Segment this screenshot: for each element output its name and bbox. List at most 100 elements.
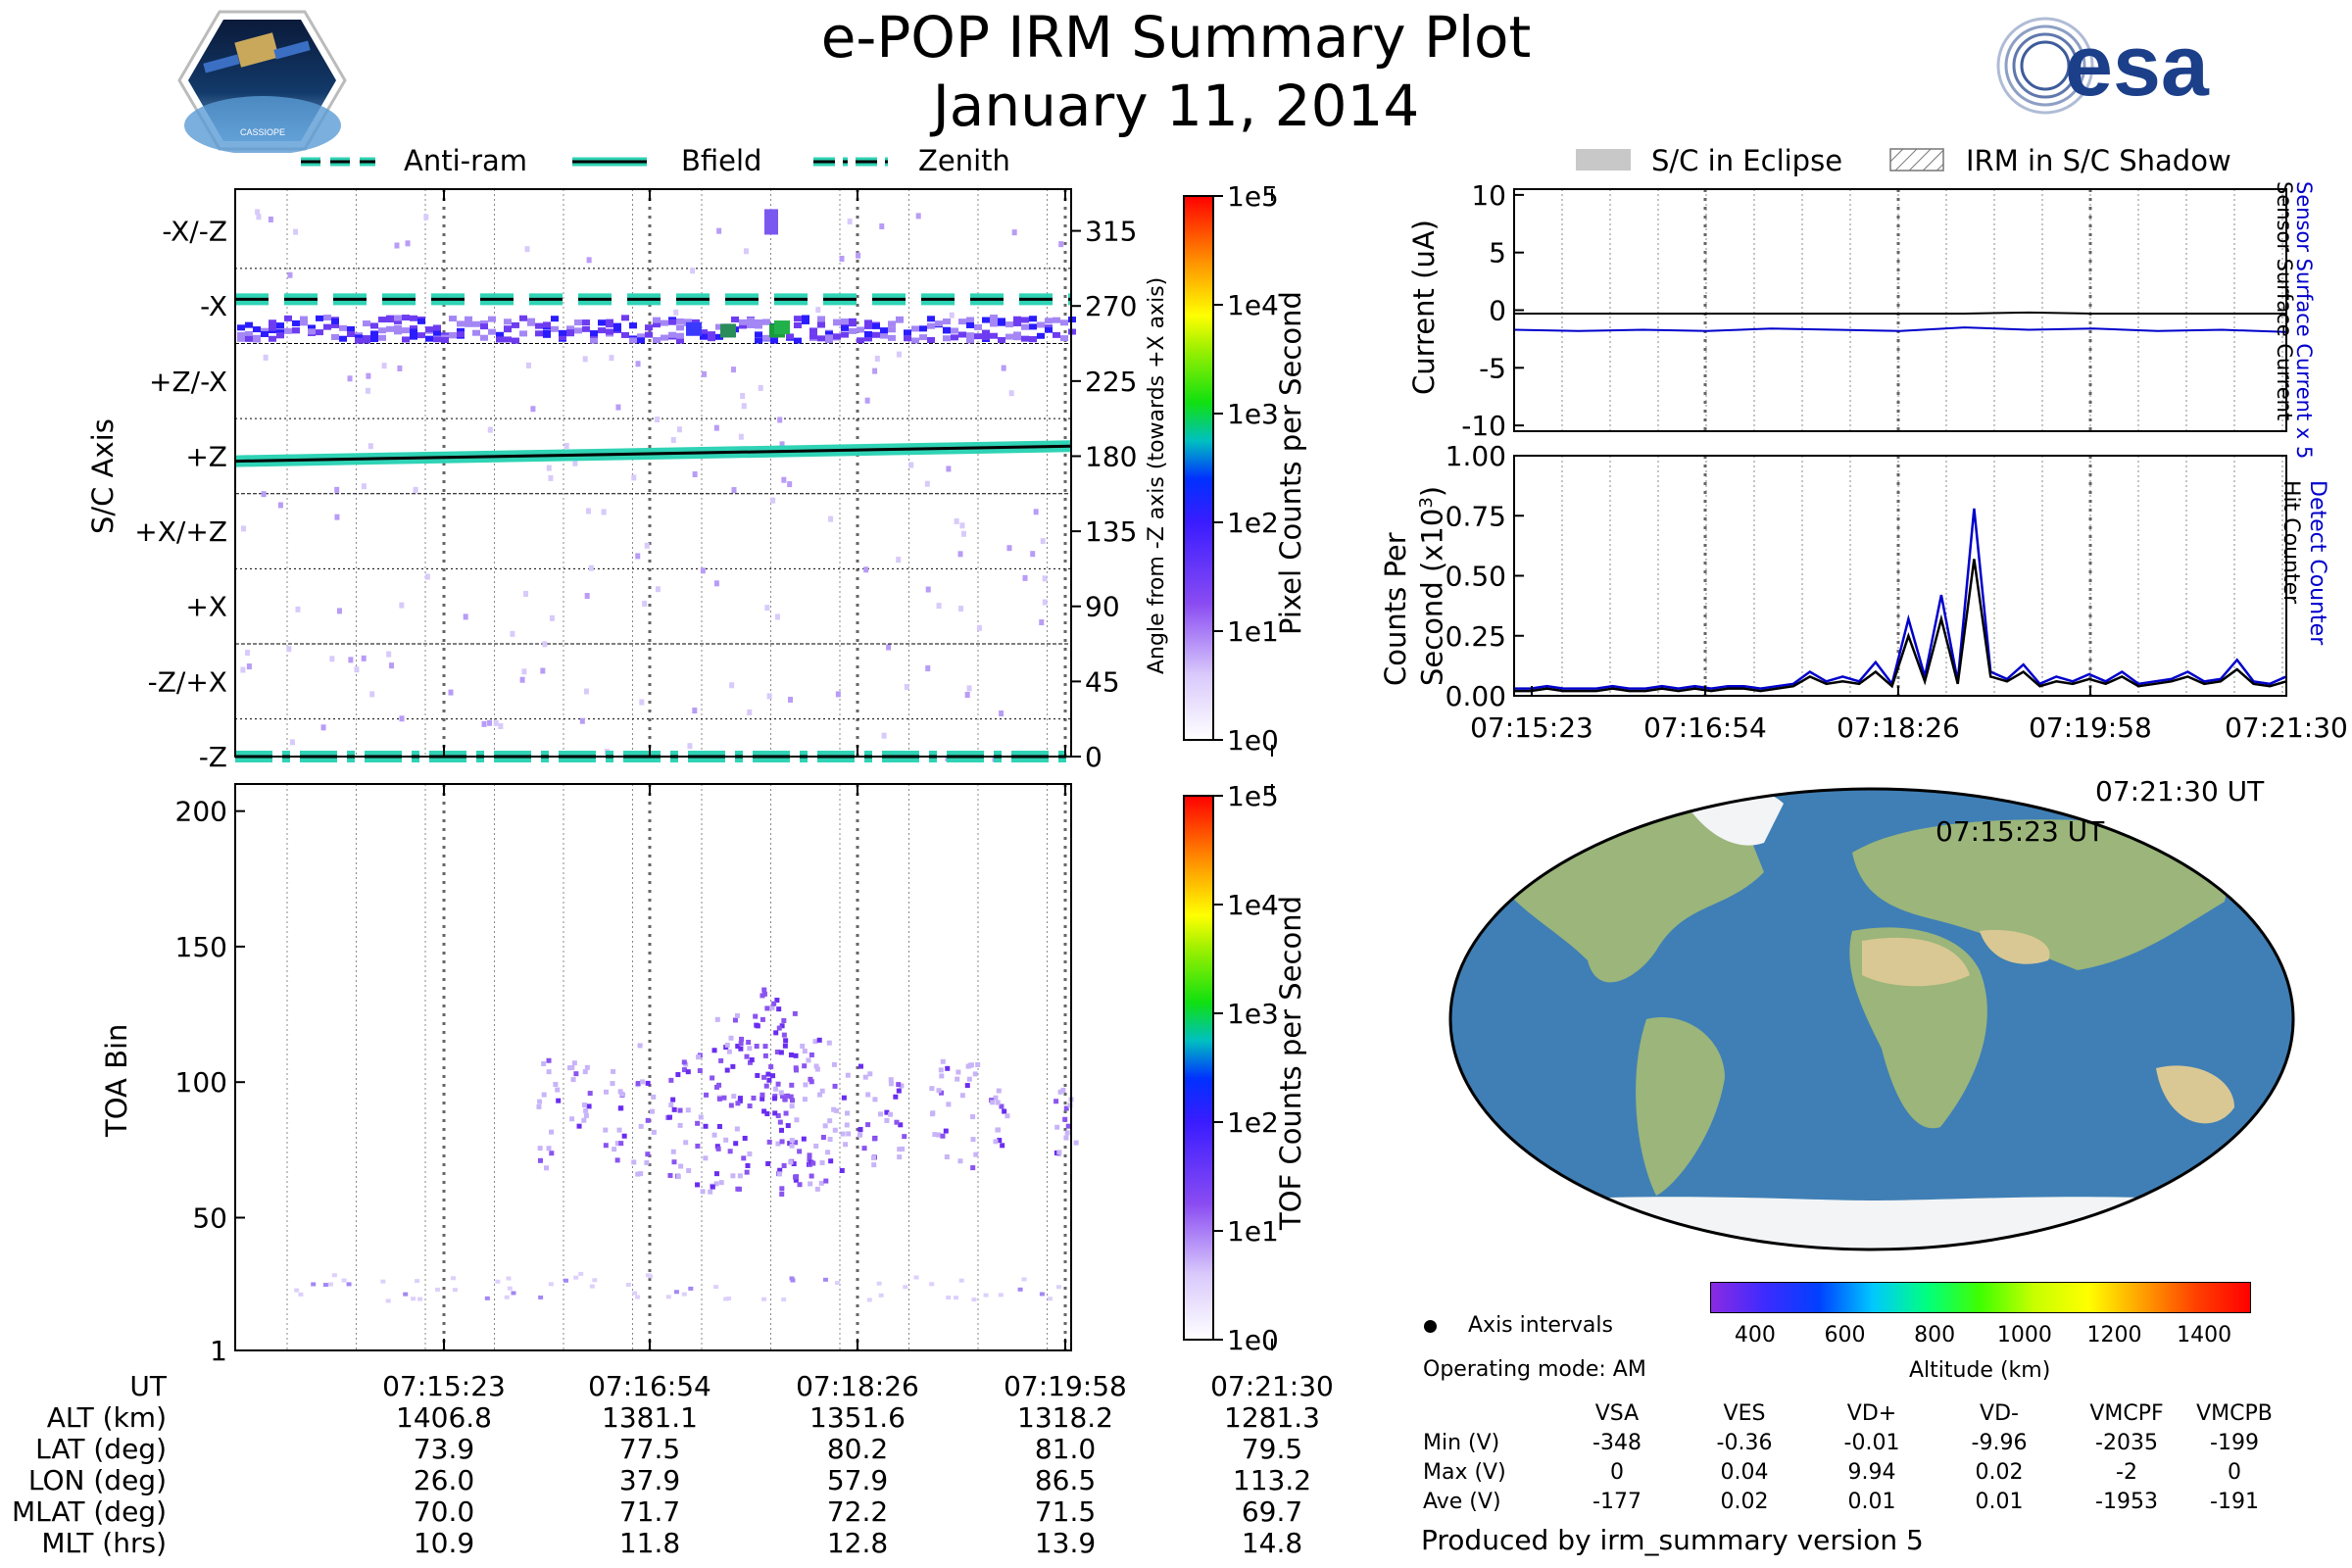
tof-cell [714,1016,720,1022]
tof-cell [773,1030,779,1036]
tof-cell [831,1061,837,1067]
heat-cell-bright [720,323,736,338]
heat-cell [880,332,888,339]
eclipse-legend-label: S/C in Eclipse [1651,144,1843,177]
angle-tick-label: 270 [1085,290,1137,322]
heat-cell-sparse [523,590,529,597]
heat-cell [904,335,911,342]
tof-cell-low [878,1293,884,1298]
heat-cell-sparse [655,586,661,593]
heat-cell [888,326,896,333]
heat-cell-sparse [904,683,909,690]
tof-cell [747,1046,753,1052]
tof-cell [1063,1135,1069,1141]
tof-cell [783,1110,789,1116]
heat-cell-sparse [729,682,735,689]
tof-cell [827,1118,833,1124]
altitude-tick-label: 800 [1914,1323,1956,1348]
current-tick-label: 5 [1489,237,1506,270]
heat-cell-sparse [692,470,698,477]
tof-cell [808,1079,814,1085]
heat-cell [802,315,809,321]
heat-cell [504,318,512,325]
heat-cell [582,319,590,326]
tof-cell [723,1137,729,1143]
tof-cell [651,1129,657,1135]
voltage-row-label: Ave (V) [1423,1490,1501,1514]
tof-colorbar-tick-label: 1e5 [1227,780,1279,812]
tof-cell [817,1092,823,1098]
heat-cell [472,329,480,336]
heat-cell [433,329,441,336]
south-america [1636,1017,1725,1196]
tof-cell [808,1052,814,1057]
tof-colorbar-tick-label: 1e0 [1227,1324,1279,1356]
voltage-column-header: VMCPF [2089,1401,2164,1426]
ephemeris-cell: 77.5 [618,1433,681,1465]
tof-cell-low [983,1293,989,1298]
tof-cell [618,1141,624,1147]
tof-cell [766,1077,772,1083]
tof-cell-low [346,1282,352,1287]
heat-cell [355,334,363,341]
heat-cell [496,331,504,338]
heat-cell [919,325,927,332]
tof-cell [715,1146,721,1152]
tof-cell [970,1114,976,1120]
heat-cell [676,332,684,339]
heat-cell [504,325,512,332]
tof-cell [841,1095,847,1101]
tof-cell [617,1105,623,1111]
zenith-legend-label: Zenith [918,144,1010,177]
heat-cell [1005,333,1013,340]
tof-cell [635,1081,641,1087]
heat-cell [512,321,519,328]
heat-cell [958,318,966,325]
heat-cell [896,316,904,322]
heat-cell-sparse [423,214,429,220]
tof-cell-low [435,1287,441,1292]
tof-cell [781,1163,787,1169]
heat-cell [888,334,896,341]
tof-cell [549,1151,555,1156]
tof-cell [583,1112,589,1118]
altitude-tick-label: 400 [1734,1323,1776,1348]
axis-interval-dot [1424,1320,1437,1333]
heat-cell-sparse [925,586,931,593]
plot-background [235,189,1071,757]
heat-cell [1021,323,1029,330]
heat-cell [519,315,527,321]
tof-cell [802,1097,808,1102]
current-tick-label: -10 [1461,410,1506,442]
tof-cell-low [311,1282,317,1287]
angle-tick-label: 180 [1085,440,1137,472]
heat-cell-sparse [1006,545,1012,552]
heat-cell [990,332,998,339]
tof-colorbar-tick-label: 1e3 [1227,998,1279,1030]
heat-cell [551,316,559,322]
tof-cell [649,1108,655,1114]
heat-cell [574,327,582,334]
tof-cell [610,1081,615,1087]
tof-cell [737,1096,743,1102]
tof-cell [739,1036,745,1042]
heat-cell-sparse [954,517,959,524]
heat-cell [715,333,723,340]
tof-cell-low [673,1290,679,1295]
sc-axis-category-label: +X/+Z [134,515,227,548]
tof-cell [711,1048,717,1054]
tof-cell [792,1010,798,1016]
heat-cell-sparse [758,384,763,391]
heat-cell [825,330,833,337]
heat-cell [245,321,253,328]
tof-cell [957,1158,963,1164]
heat-cell [606,321,613,328]
tof-cell [555,1087,561,1093]
current-ylabel: Current (uA) [1407,220,1441,395]
tof-cell [793,1177,799,1183]
tof-cell-low [578,1271,584,1276]
tof-cell [744,1054,750,1059]
heat-cell [504,336,512,343]
tof-cell [637,1043,643,1049]
tof-cell-low [294,1288,300,1293]
